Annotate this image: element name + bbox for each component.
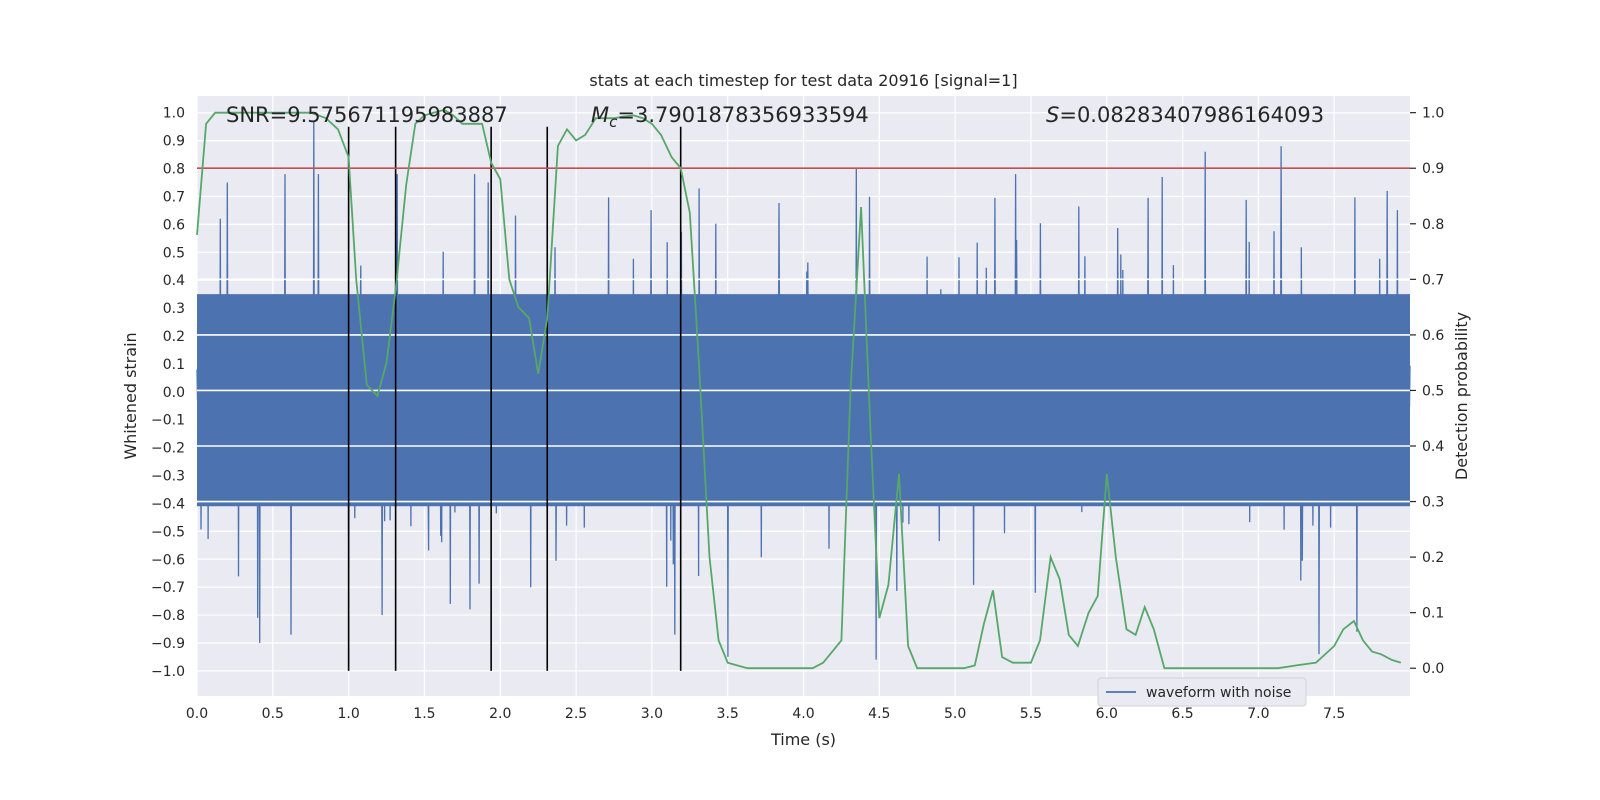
y2-tick-label: 0.4	[1422, 439, 1444, 455]
y2-tick-label: 0.1	[1422, 606, 1444, 622]
y-tick-label: 0.2	[163, 329, 185, 345]
waveform-core-band	[197, 294, 1410, 507]
y-axis-label: Whitened strain	[121, 332, 140, 459]
y-tick-label: 0.5	[163, 245, 185, 261]
y-tick-label: −1.0	[151, 664, 185, 680]
x-tick-label: 2.5	[565, 706, 587, 722]
y2-tick-labels: 1.0 0.9 0.8 0.7 0.6 0.5 0.4 0.3 0.2 0.1 0.0	[1410, 106, 1444, 677]
y-tick-label: −0.4	[151, 496, 185, 512]
y2-tick-label: 0.0	[1422, 661, 1444, 677]
x-tick-label: 4.0	[792, 706, 814, 722]
s-annotation: S=0.08283407986164093	[1046, 103, 1324, 127]
x-tick-label: 1.0	[337, 706, 359, 722]
y-tick-label: 0.4	[163, 273, 185, 289]
x-tick-label: 3.5	[717, 706, 739, 722]
y-tick-label: −0.5	[151, 524, 185, 540]
x-tick-label: 6.0	[1096, 706, 1118, 722]
vertical-markers	[347, 126, 682, 671]
legend-label: waveform with noise	[1146, 685, 1291, 701]
y-tick-label: −0.2	[151, 441, 185, 457]
x-tick-label: 0.5	[262, 706, 284, 722]
y2-tick-label: 1.0	[1422, 106, 1444, 122]
x-tick-label: 1.5	[413, 706, 435, 722]
x-axis-label: Time (s)	[770, 730, 836, 749]
y-tick-label: 1.0	[163, 106, 185, 122]
waveform-series	[196, 121, 1411, 660]
y-tick-label: −0.9	[151, 636, 185, 652]
x-tick-label: 7.5	[1323, 706, 1345, 722]
snr-annotation: SNR=9.575671195983887	[226, 103, 508, 127]
y-tick-label: 0.8	[163, 162, 185, 178]
y-tick-label: −0.1	[151, 413, 185, 429]
s-symbol: S	[1046, 103, 1059, 127]
y-tick-label: 0.3	[163, 301, 185, 317]
x-tick-label: 6.5	[1171, 706, 1193, 722]
y-tick-label: 0.9	[163, 134, 185, 150]
legend: waveform with noise	[1097, 677, 1307, 707]
probability-series-line	[196, 108, 1402, 670]
y2-tick-label: 0.6	[1422, 328, 1444, 344]
mc-value: =3.7901878356933594	[617, 103, 868, 127]
legend-box	[1097, 677, 1307, 707]
x-tick-label: 5.5	[1020, 706, 1042, 722]
s-value: =0.08283407986164093	[1059, 103, 1324, 127]
mc-symbol: M	[591, 103, 609, 127]
y2-axis-label: Detection probability	[1452, 312, 1471, 480]
y2-tick-label: 0.8	[1422, 217, 1444, 233]
y-tick-label: −0.3	[151, 469, 185, 485]
y-tick-label: −0.6	[151, 552, 185, 568]
y-tick-label: 0.0	[163, 385, 185, 401]
y-tick-label: 0.6	[163, 217, 185, 233]
y2-tick-label: 0.5	[1422, 383, 1444, 399]
x-tick-label: 4.5	[868, 706, 890, 722]
x-tick-label: 3.0	[641, 706, 663, 722]
chart-title: stats at each timestep for test data 209…	[589, 71, 1017, 90]
y2-tick-label: 0.9	[1422, 161, 1444, 177]
x-tick-label: 5.0	[944, 706, 966, 722]
y2-tick-label: 0.3	[1422, 495, 1444, 511]
mc-subscript: c	[609, 113, 618, 131]
y-tick-label: 0.7	[163, 189, 185, 205]
x-tick-label: 7.0	[1247, 706, 1269, 722]
y2-tick-label: 0.7	[1422, 272, 1444, 288]
y-tick-labels: 1.0 0.9 0.8 0.7 0.6 0.5 0.4 0.3 0.2 0.1 0.0 −0.1 −0.…	[151, 106, 185, 680]
chirp-mass-annotation: Mc=3.7901878356933594	[591, 103, 869, 131]
y-tick-label: −0.8	[151, 608, 185, 624]
y-tick-label: 0.1	[163, 357, 185, 373]
x-tick-label: 2.0	[489, 706, 511, 722]
y-tick-label: −0.7	[151, 580, 185, 596]
x-tick-labels: 0.0 0.5 1.0 1.5 2.0 2.5 3.0 3.5 4.0 4.5 5.0 5.5 6.0 6…	[186, 706, 1345, 722]
y2-gridlines	[197, 278, 1410, 503]
y2-tick-label: 0.2	[1422, 550, 1444, 566]
x-tick-label: 0.0	[186, 706, 208, 722]
